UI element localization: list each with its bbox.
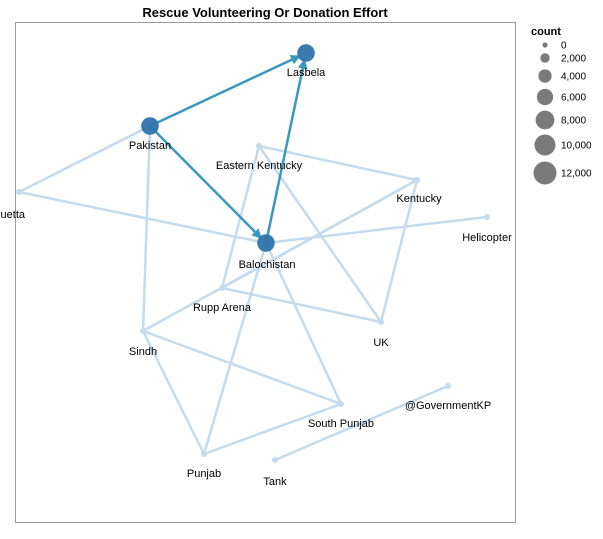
edge-balochistan-lasbela xyxy=(264,58,308,245)
node-label-lasbela: Lasbela xyxy=(287,67,326,79)
edge-government-kp-tank xyxy=(273,384,450,462)
legend: count 0 2,000 4,000 6,000 8,000 10,000 12,000 xyxy=(531,26,592,185)
edge-kentucky-uk xyxy=(379,178,419,324)
edge-sindh-south-punjab xyxy=(141,329,343,406)
edge-pakistan-balochistan xyxy=(148,124,263,240)
node-label-helicopter: Helicopter xyxy=(462,232,512,244)
legend-label: 12,000 xyxy=(561,169,592,180)
node-label-government-kp: @GovernmentKP xyxy=(405,400,491,412)
node-kentucky[interactable] xyxy=(414,177,420,183)
edge-rupp-arena-uk xyxy=(220,286,383,324)
legend-items: 0 2,000 4,000 6,000 8,000 10,000 12,000 xyxy=(533,41,592,185)
node-pakistan[interactable] xyxy=(141,117,159,135)
legend-label: 0 xyxy=(561,41,567,52)
edge-balochistan-punjab xyxy=(202,241,268,456)
node-label-eastern-kentucky: Eastern Kentucky xyxy=(216,160,303,172)
plot-frame xyxy=(15,22,516,523)
edge-balochistan-helicopter xyxy=(264,215,489,245)
node-label-kentucky: Kentucky xyxy=(396,193,442,205)
nodes-layer xyxy=(16,44,490,463)
node-label-sindh: Sindh xyxy=(129,346,157,358)
node-label-pakistan: Pakistan xyxy=(129,140,171,152)
node-balochistan[interactable] xyxy=(257,234,275,252)
legend-label: 10,000 xyxy=(561,141,592,152)
node-label-tank: Tank xyxy=(263,476,287,488)
node-label-uk: UK xyxy=(373,337,389,349)
node-label-quetta: uetta xyxy=(1,209,26,221)
legend-symbol xyxy=(540,53,550,63)
node-helicopter[interactable] xyxy=(484,214,490,220)
edge-pakistan-sindh xyxy=(141,124,152,333)
chart-title: Rescue Volunteering Or Donation Effort xyxy=(142,5,388,20)
edge-balochistan-south-punjab xyxy=(264,241,343,406)
edge-quetta-pakistan xyxy=(17,124,152,194)
legend-symbol xyxy=(538,69,552,83)
legend-symbol xyxy=(536,88,554,106)
node-south-punjab[interactable] xyxy=(338,401,344,407)
legend-label: 4,000 xyxy=(561,72,586,83)
edge-quetta-balochistan xyxy=(17,190,268,245)
edge-punjab-south-punjab xyxy=(202,402,343,456)
node-lasbela[interactable] xyxy=(297,44,315,62)
node-government-kp[interactable] xyxy=(445,383,451,389)
edge-sindh-punjab xyxy=(141,329,206,456)
legend-symbol xyxy=(533,161,557,185)
node-rupp-arena[interactable] xyxy=(219,285,225,291)
legend-title: count xyxy=(531,26,561,38)
node-sindh[interactable] xyxy=(140,328,146,334)
node-quetta[interactable] xyxy=(16,189,22,195)
edge-kentucky-rupp-arena xyxy=(220,178,419,290)
legend-label: 2,000 xyxy=(561,54,586,65)
legend-label: 6,000 xyxy=(561,93,586,104)
node-tank[interactable] xyxy=(272,457,278,463)
node-uk[interactable] xyxy=(378,319,384,325)
edge-pakistan-lasbela xyxy=(148,54,302,128)
labels-layer: Lasbela Pakistan Eastern Kentucky Kentucky u… xyxy=(1,67,513,488)
legend-symbol xyxy=(542,42,548,48)
node-label-punjab: Punjab xyxy=(187,468,221,480)
node-eastern-kentucky[interactable] xyxy=(256,143,262,149)
legend-label: 8,000 xyxy=(561,116,586,127)
node-punjab[interactable] xyxy=(201,451,207,457)
node-label-south-punjab: South Punjab xyxy=(308,418,374,430)
legend-symbol xyxy=(535,110,555,130)
legend-symbol xyxy=(534,134,556,156)
node-label-balochistan: Balochistan xyxy=(239,259,296,271)
edges-layer xyxy=(17,54,489,462)
node-label-rupp-arena: Rupp Arena xyxy=(193,302,252,314)
